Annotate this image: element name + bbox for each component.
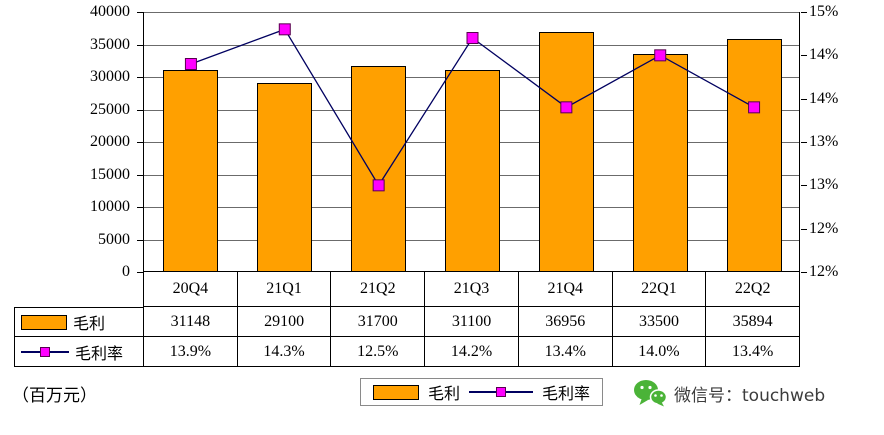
y-axis-left-label: 20000	[90, 133, 130, 150]
legend-bar-swatch	[373, 384, 419, 400]
line-swatch-marker	[496, 387, 507, 397]
right-tick-mark	[801, 185, 807, 187]
table-row-profit: 毛利 31148 29100 31700 31100 36956 33500 35894	[14, 307, 801, 337]
legend-line-label: 毛利率	[542, 386, 591, 403]
legend-line-swatch	[469, 386, 534, 398]
right-tick-mark	[801, 98, 807, 100]
x-axis-label: 21Q4	[519, 272, 613, 306]
legend-bar-label: 毛利	[428, 386, 461, 403]
bar-22Q2	[726, 38, 782, 272]
bar-21Q2	[351, 65, 407, 272]
y-axis-left-label: 30000	[90, 68, 130, 85]
marker-22Q1	[654, 49, 667, 62]
bar-series-label: 毛利	[73, 316, 106, 333]
y-axis-left-label: 35000	[90, 35, 130, 53]
y-axis-right-label: 14%	[809, 46, 839, 64]
y-axis-left-label: 10000	[90, 198, 130, 215]
right-tick-mark	[801, 12, 807, 13]
table-cell-margin: 13.9%	[144, 337, 238, 366]
y-axis-right-label: 13%	[809, 133, 839, 150]
table-legend-cell-margin: 毛利率	[15, 337, 144, 366]
marker-20Q4	[184, 58, 197, 70]
table-cell-profit: 31700	[331, 307, 426, 336]
x-axis-label: 21Q2	[331, 272, 426, 306]
gridline	[144, 12, 799, 13]
marker-21Q3	[466, 32, 479, 44]
chart-legend: 毛利 毛利率	[360, 378, 604, 406]
y-axis-left-label: 0	[122, 263, 130, 280]
y-axis-right-label: 15%	[809, 3, 839, 20]
table-cell-profit: 31100	[425, 307, 519, 336]
left-tick-mark	[137, 207, 143, 208]
left-tick-mark	[137, 174, 143, 176]
y-axis-left-label: 40000	[90, 3, 130, 20]
watermark: 微信号：touchweb	[633, 379, 825, 407]
gridline	[144, 44, 799, 46]
y-axis-left-label: 25000	[90, 100, 130, 118]
left-tick-mark	[137, 44, 143, 46]
table-cell-profit: 33500	[613, 307, 707, 336]
table-quarter-row: 20Q4 21Q1 21Q2 21Q3 21Q4 22Q1 22Q2	[143, 272, 801, 307]
x-axis-label: 22Q1	[613, 272, 707, 306]
line-series	[184, 23, 761, 192]
left-tick-mark	[137, 12, 143, 13]
line-series-swatch	[21, 346, 69, 358]
table-cell-profit: 36956	[519, 307, 613, 336]
table-cell-profit: 35894	[706, 307, 801, 336]
table-cell-margin: 13.4%	[519, 337, 613, 366]
bar-series-swatch	[21, 314, 67, 330]
bar-20Q4	[163, 69, 219, 272]
unit-footnote: （百万元）	[12, 386, 97, 405]
table-cell-margin: 13.4%	[706, 337, 801, 366]
table-cell-margin: 14.3%	[238, 337, 332, 366]
y-axis-right-label: 12%	[809, 219, 839, 237]
left-tick-mark	[137, 109, 143, 111]
y-axis-right-label: 12%	[809, 263, 839, 280]
table-cell-margin: 14.0%	[613, 337, 707, 366]
bar-22Q1	[632, 54, 688, 272]
watermark-text: 微信号：touchweb	[674, 385, 826, 406]
y-axis-left-label: 15000	[90, 165, 130, 183]
bar-21Q4	[538, 31, 594, 272]
x-axis-label: 21Q1	[238, 272, 332, 306]
bar-21Q1	[257, 82, 313, 272]
marker-21Q1	[278, 23, 291, 36]
table-cell-margin: 12.5%	[331, 337, 426, 366]
plot-area	[143, 12, 800, 272]
line-swatch-marker	[40, 346, 50, 357]
left-tick-mark	[137, 142, 143, 143]
y-axis-right-label: 14%	[809, 89, 839, 107]
table-cell-profit: 31148	[144, 307, 238, 336]
table-cell-margin: 14.2%	[425, 337, 519, 366]
left-tick-mark	[137, 239, 143, 241]
x-axis-label: 22Q2	[706, 272, 801, 306]
x-axis-label: 21Q3	[425, 272, 519, 306]
wechat-icon	[634, 380, 667, 407]
marker-22Q2	[748, 101, 761, 114]
right-tick-mark	[801, 55, 807, 57]
right-tick-mark	[801, 272, 807, 273]
table-row-margin: 毛利率 13.9% 14.3% 12.5% 14.2% 13.4% 14.0% 13.4%	[14, 337, 801, 367]
line-series-label: 毛利率	[75, 345, 124, 363]
table-legend-cell-profit: 毛利	[15, 307, 144, 336]
marker-21Q2	[372, 179, 385, 192]
left-tick-mark	[137, 272, 143, 273]
right-tick-mark	[801, 142, 807, 143]
y-axis-left-label: 5000	[98, 230, 130, 248]
x-axis-label: 20Q4	[144, 272, 238, 306]
marker-21Q4	[560, 101, 573, 114]
right-tick-mark	[801, 228, 807, 230]
y-axis-right-label: 13%	[809, 176, 839, 194]
bar-21Q3	[445, 69, 500, 272]
left-tick-mark	[137, 77, 143, 78]
table-cell-profit: 29100	[238, 307, 332, 336]
